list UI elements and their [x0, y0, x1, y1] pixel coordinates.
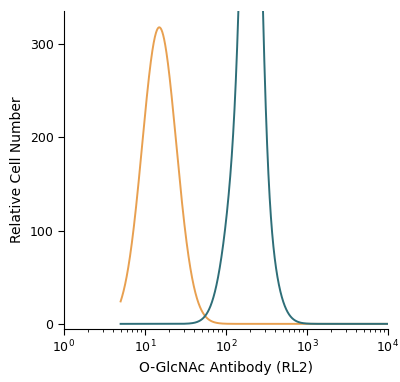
X-axis label: O-GlcNAc Antibody (RL2): O-GlcNAc Antibody (RL2) [139, 361, 313, 375]
Y-axis label: Relative Cell Number: Relative Cell Number [10, 97, 24, 243]
